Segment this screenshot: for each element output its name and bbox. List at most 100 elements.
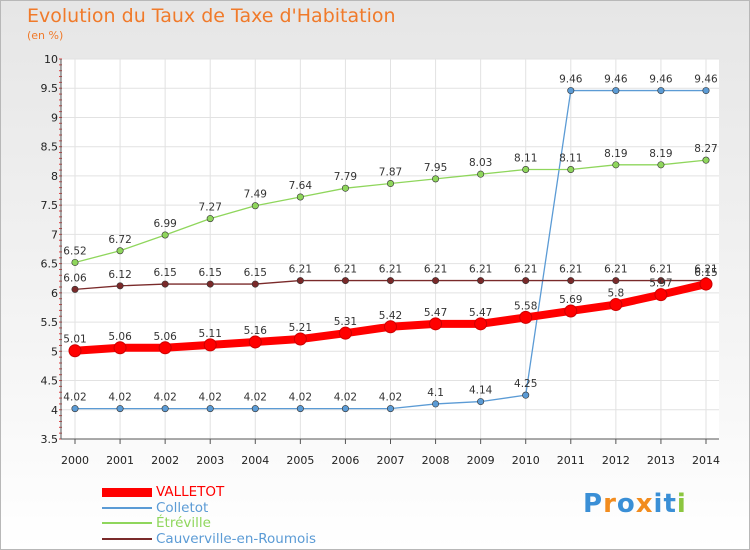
data-label: 4.02 (289, 392, 312, 404)
data-label: 5.06 (153, 331, 177, 343)
chart-subtitle: (en %) (27, 29, 64, 42)
data-point (429, 317, 443, 331)
data-point (113, 341, 127, 355)
data-label: 9.46 (604, 74, 628, 86)
data-point (203, 338, 217, 352)
logo-letter: i (653, 489, 664, 519)
data-point (612, 87, 620, 95)
data-label: 4.02 (334, 392, 357, 404)
data-label: 8.27 (694, 143, 717, 155)
x-tick-label: 2000 (61, 454, 89, 467)
data-point (71, 285, 79, 293)
data-label: 5.47 (424, 307, 447, 319)
y-tick-label: 8 (51, 170, 58, 183)
data-label: 8.03 (469, 157, 492, 169)
data-point (161, 405, 169, 413)
data-label: 5.21 (289, 322, 312, 334)
data-label: 4.02 (244, 392, 267, 404)
x-tick-label: 2012 (602, 454, 630, 467)
legend-label: Étréville (156, 515, 211, 531)
data-point (609, 298, 623, 312)
data-label: 6.21 (379, 264, 402, 276)
data-label: 4.02 (108, 392, 131, 404)
data-label: 7.49 (244, 189, 267, 201)
y-tick-label: 5.5 (41, 316, 59, 329)
x-tick-label: 2002 (151, 454, 179, 467)
y-tick-label: 4 (51, 404, 58, 417)
data-point (432, 400, 440, 408)
data-point (161, 231, 169, 239)
data-point (477, 170, 485, 178)
data-label: 5.31 (334, 316, 357, 328)
data-point (251, 280, 259, 288)
data-label: 5.8 (608, 288, 625, 300)
data-point (386, 405, 394, 413)
data-label: 8.11 (559, 152, 582, 164)
data-point (293, 332, 307, 346)
data-label: 7.95 (424, 162, 447, 174)
x-tick-label: 2008 (422, 454, 450, 467)
data-point (477, 277, 485, 285)
data-label: 6.06 (63, 272, 87, 284)
data-point (206, 280, 214, 288)
data-label: 6.21 (649, 264, 672, 276)
data-label: 5.11 (199, 328, 222, 340)
data-point (612, 277, 620, 285)
x-tick-label: 2013 (647, 454, 675, 467)
data-point (657, 87, 665, 95)
data-point (567, 277, 575, 285)
data-point (296, 277, 304, 285)
data-label: 4.02 (153, 392, 176, 404)
data-point (341, 277, 349, 285)
data-point (474, 317, 488, 331)
data-point (116, 247, 124, 255)
data-label: 4.02 (199, 392, 222, 404)
data-label: 5.58 (514, 300, 537, 312)
data-label: 4.02 (379, 392, 402, 404)
data-point (251, 202, 259, 210)
data-label: 6.72 (108, 234, 131, 246)
logo-letter: r (603, 489, 617, 519)
data-label: 5.47 (469, 307, 492, 319)
y-tick-label: 7.5 (41, 199, 59, 212)
data-label: 9.46 (649, 74, 673, 86)
data-label: 6.52 (63, 245, 86, 257)
data-label: 7.27 (199, 202, 222, 214)
data-point (564, 304, 578, 318)
x-tick-label: 2010 (512, 454, 540, 467)
data-point (251, 405, 259, 413)
data-point (296, 193, 304, 201)
data-point (522, 165, 530, 173)
data-point (116, 282, 124, 290)
data-point (567, 165, 575, 173)
logo-letter: x (635, 489, 654, 519)
logo-letter: P (583, 489, 604, 519)
data-label: 6.99 (153, 218, 176, 230)
data-label: 6.21 (469, 264, 492, 276)
data-label: 7.87 (379, 167, 402, 179)
data-point (338, 326, 352, 340)
data-point (522, 391, 530, 399)
data-point (341, 184, 349, 192)
logo-letter: t (663, 489, 677, 519)
data-point (702, 156, 710, 164)
data-point (699, 277, 713, 291)
data-point (519, 310, 533, 324)
data-label: 7.79 (334, 171, 357, 183)
data-point (296, 405, 304, 413)
logo-letter: i (676, 489, 687, 519)
x-tick-label: 2014 (692, 454, 720, 467)
data-label: 6.21 (604, 264, 627, 276)
y-tick-label: 8.5 (41, 141, 59, 154)
data-label: 6.21 (559, 264, 582, 276)
data-label: 7.64 (289, 180, 313, 192)
data-point (386, 180, 394, 188)
legend-label: VALLETOT (156, 484, 225, 500)
data-point (248, 335, 262, 349)
data-label: 9.46 (559, 74, 583, 86)
data-label: 5.42 (379, 310, 402, 322)
x-tick-label: 2001 (106, 454, 134, 467)
y-tick-label: 7 (51, 228, 58, 241)
legend-label: Colletot (156, 499, 209, 516)
